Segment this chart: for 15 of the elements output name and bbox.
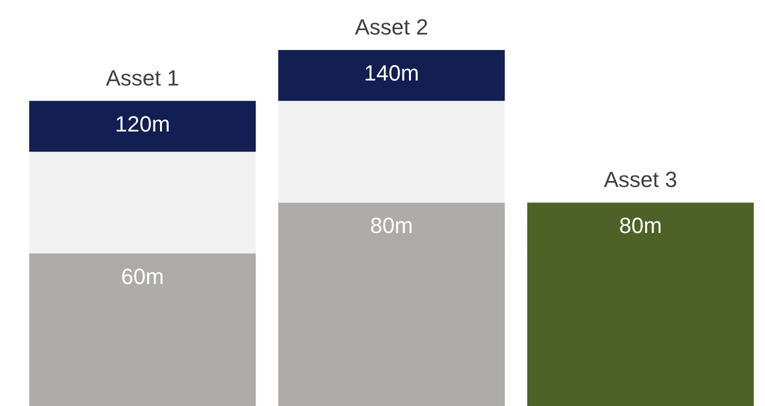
bar	[278, 50, 505, 101]
x-tick-label: Asset 2	[354, 14, 428, 40]
data-label: 80m	[619, 213, 662, 238]
x-tick-label: Asset 1	[106, 65, 180, 90]
data-label: 80m	[370, 213, 413, 238]
data-label: 60m	[121, 264, 164, 289]
bar	[29, 152, 256, 254]
bar	[278, 202, 505, 406]
bar	[29, 100, 256, 152]
total-label: 120m	[114, 111, 170, 136]
bar	[29, 253, 256, 406]
total-label: 140m	[364, 60, 420, 86]
bar	[278, 100, 505, 203]
bar	[527, 202, 754, 406]
x-tick-label: Asset 3	[604, 167, 678, 192]
